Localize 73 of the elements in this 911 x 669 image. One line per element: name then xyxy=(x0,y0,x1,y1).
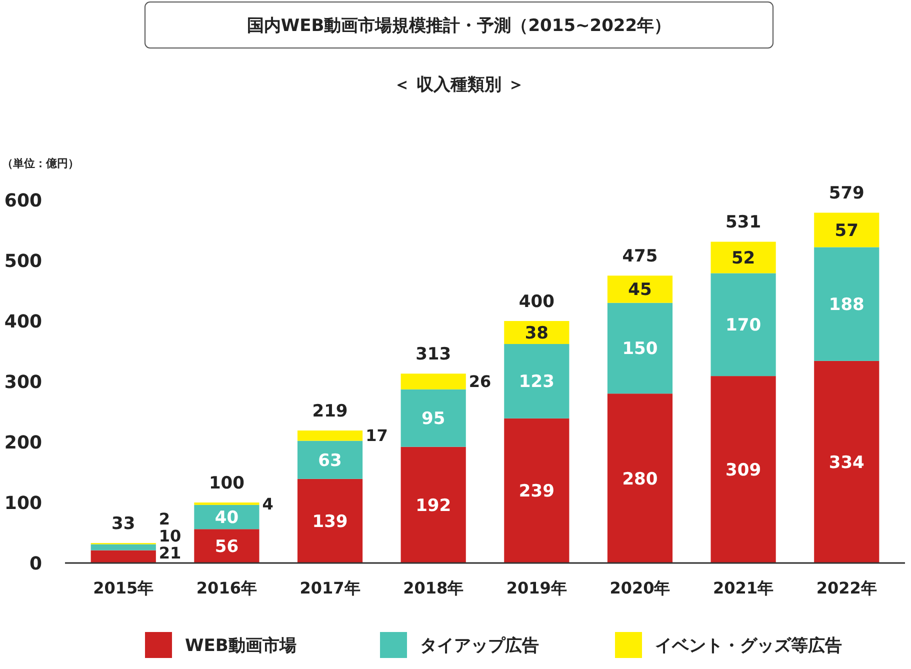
x-tick-label: 2021年 xyxy=(713,578,774,598)
x-tick-label: 2020年 xyxy=(610,578,670,598)
x-tick-label: 2017年 xyxy=(300,578,360,598)
total-label: 579 xyxy=(828,184,864,204)
bar xyxy=(504,344,570,418)
bar xyxy=(90,550,156,563)
data-label: 57 xyxy=(834,220,858,241)
bar xyxy=(607,276,673,303)
data-label: 95 xyxy=(422,409,446,430)
data-label: 239 xyxy=(518,482,554,502)
data-label: 63 xyxy=(318,450,342,471)
bar xyxy=(400,374,466,390)
bar xyxy=(814,247,880,361)
bar xyxy=(400,446,466,563)
bar xyxy=(814,360,880,563)
data-label: 280 xyxy=(622,469,658,490)
data-label: 139 xyxy=(312,512,348,532)
data-label: 38 xyxy=(524,323,548,344)
x-tick-label: 2019年 xyxy=(506,578,567,598)
total-label: 531 xyxy=(726,212,762,233)
total-label: 475 xyxy=(622,246,658,267)
data-label: 10 xyxy=(158,526,182,546)
data-label: 17 xyxy=(366,426,388,446)
bar xyxy=(710,273,776,376)
legend-label: タイアップ広告 xyxy=(420,636,539,656)
data-label: 40 xyxy=(214,508,239,528)
bar xyxy=(814,212,880,248)
bar xyxy=(607,302,673,394)
bar xyxy=(607,394,673,563)
data-label: 4 xyxy=(262,494,274,514)
x-tick-label: 2015年 xyxy=(93,578,154,598)
total-label: 100 xyxy=(208,474,245,494)
data-label: 45 xyxy=(628,280,652,300)
data-label: 170 xyxy=(726,316,762,336)
data-label: 123 xyxy=(518,372,554,392)
data-label: 2 xyxy=(158,510,170,529)
total-label: 313 xyxy=(416,344,452,365)
bar xyxy=(90,544,156,550)
y-axis-title: （単位：億円） xyxy=(2,156,79,170)
y-tick-label: 0 xyxy=(29,553,42,574)
data-label: 56 xyxy=(214,537,239,558)
total-label: 400 xyxy=(518,292,555,312)
legend-label: イベント・グッズ等広告 xyxy=(655,636,842,656)
y-tick-label: 200 xyxy=(4,432,42,454)
chart-subtitle: ＜ 収入種類別 ＞ xyxy=(394,74,524,95)
bar xyxy=(194,529,260,563)
y-tick-label: 400 xyxy=(4,311,42,332)
total-label: 33 xyxy=(112,514,136,534)
data-label: 150 xyxy=(622,339,658,360)
data-label: 334 xyxy=(828,452,865,473)
data-label: 309 xyxy=(726,460,762,480)
legend-label: WEB動画市場 xyxy=(185,636,296,656)
bar xyxy=(504,418,570,563)
y-tick-label: 100 xyxy=(4,492,42,514)
bar xyxy=(400,389,466,447)
bar xyxy=(710,242,776,274)
y-tick-label: 600 xyxy=(4,190,42,212)
bar xyxy=(297,440,363,479)
data-label: 188 xyxy=(828,295,864,316)
total-label: 219 xyxy=(312,402,348,422)
bar xyxy=(297,478,363,563)
data-label: 26 xyxy=(468,372,492,392)
y-tick-label: 500 xyxy=(4,250,42,272)
y-tick-label: 300 xyxy=(4,372,42,393)
bar xyxy=(710,376,776,563)
x-tick-label: 2022年 xyxy=(816,578,877,598)
x-tick-label: 2018年 xyxy=(403,578,464,598)
data-label: 21 xyxy=(158,544,182,563)
data-label: 192 xyxy=(416,496,452,516)
chart-title: 国内WEB動画市場規模推計・予測（2015~2022年） xyxy=(246,16,672,36)
x-tick-label: 2016年 xyxy=(196,578,257,598)
data-label: 52 xyxy=(731,248,756,268)
bar xyxy=(297,430,363,441)
